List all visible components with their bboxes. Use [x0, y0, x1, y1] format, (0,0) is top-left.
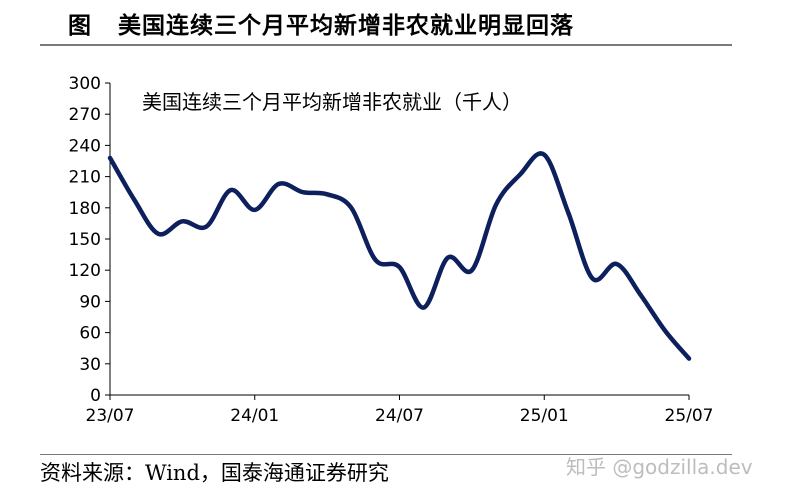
title-divider [40, 44, 732, 46]
data-point [470, 268, 474, 272]
series-layer [107, 151, 692, 361]
data-point [204, 224, 208, 228]
series-line [107, 151, 692, 361]
data-point [590, 276, 594, 280]
data-point [421, 305, 425, 309]
data-point [663, 328, 667, 332]
x-axis: 23/07 24/01 24/07 25/01 25/07 [86, 394, 714, 426]
data-point [566, 211, 570, 215]
data-point [253, 208, 257, 212]
y-tick-label: 180 [69, 199, 101, 219]
y-tick-label: 30 [79, 355, 101, 375]
data-point [639, 293, 643, 297]
y-axis: 0 30 60 90 120 150 180 210 240 270 300 [69, 74, 111, 406]
data-point [518, 172, 522, 176]
data-point [687, 356, 691, 360]
data-point [132, 197, 136, 201]
y-tick-label: 240 [69, 136, 101, 156]
data-point [373, 258, 377, 262]
x-tick-label: 24/07 [375, 406, 424, 426]
y-tick-label: 90 [79, 292, 101, 312]
data-point [108, 156, 112, 160]
chart-title: 美国连续三个月平均新增非农就业（千人） [142, 90, 522, 114]
watermark: 知乎 @godzilla.dev [566, 455, 753, 479]
x-tick-label: 25/01 [520, 406, 569, 426]
x-tick-label: 25/07 [665, 406, 714, 426]
y-tick-label: 210 [69, 168, 101, 188]
y-tick-label: 300 [69, 74, 101, 94]
data-point [301, 190, 305, 194]
y-tick-label: 270 [69, 105, 101, 125]
data-point [228, 188, 232, 192]
footer-divider [40, 454, 732, 455]
x-tick-label: 23/07 [86, 406, 135, 426]
source-note: 资料来源：Wind，国泰海通证券研究 [40, 461, 389, 485]
y-tick-label: 60 [79, 324, 101, 344]
figure-title-text: 美国连续三个月平均新增非农就业明显回落 [118, 12, 574, 39]
data-point [180, 219, 184, 223]
data-point [156, 232, 160, 236]
data-point [349, 206, 353, 210]
y-tick-label: 0 [90, 386, 101, 406]
data-point [614, 262, 618, 266]
data-point [542, 153, 546, 157]
data-point [325, 192, 329, 196]
figure-title: 图美国连续三个月平均新增非农就业明显回落 [68, 6, 574, 40]
data-point [446, 256, 450, 260]
data-point [494, 202, 498, 206]
data-point [277, 182, 281, 186]
x-tick-label: 24/01 [230, 406, 279, 426]
y-tick-label: 150 [69, 230, 101, 250]
figure-label: 图 [68, 12, 92, 39]
data-point [397, 265, 401, 269]
y-tick-label: 120 [69, 261, 101, 281]
